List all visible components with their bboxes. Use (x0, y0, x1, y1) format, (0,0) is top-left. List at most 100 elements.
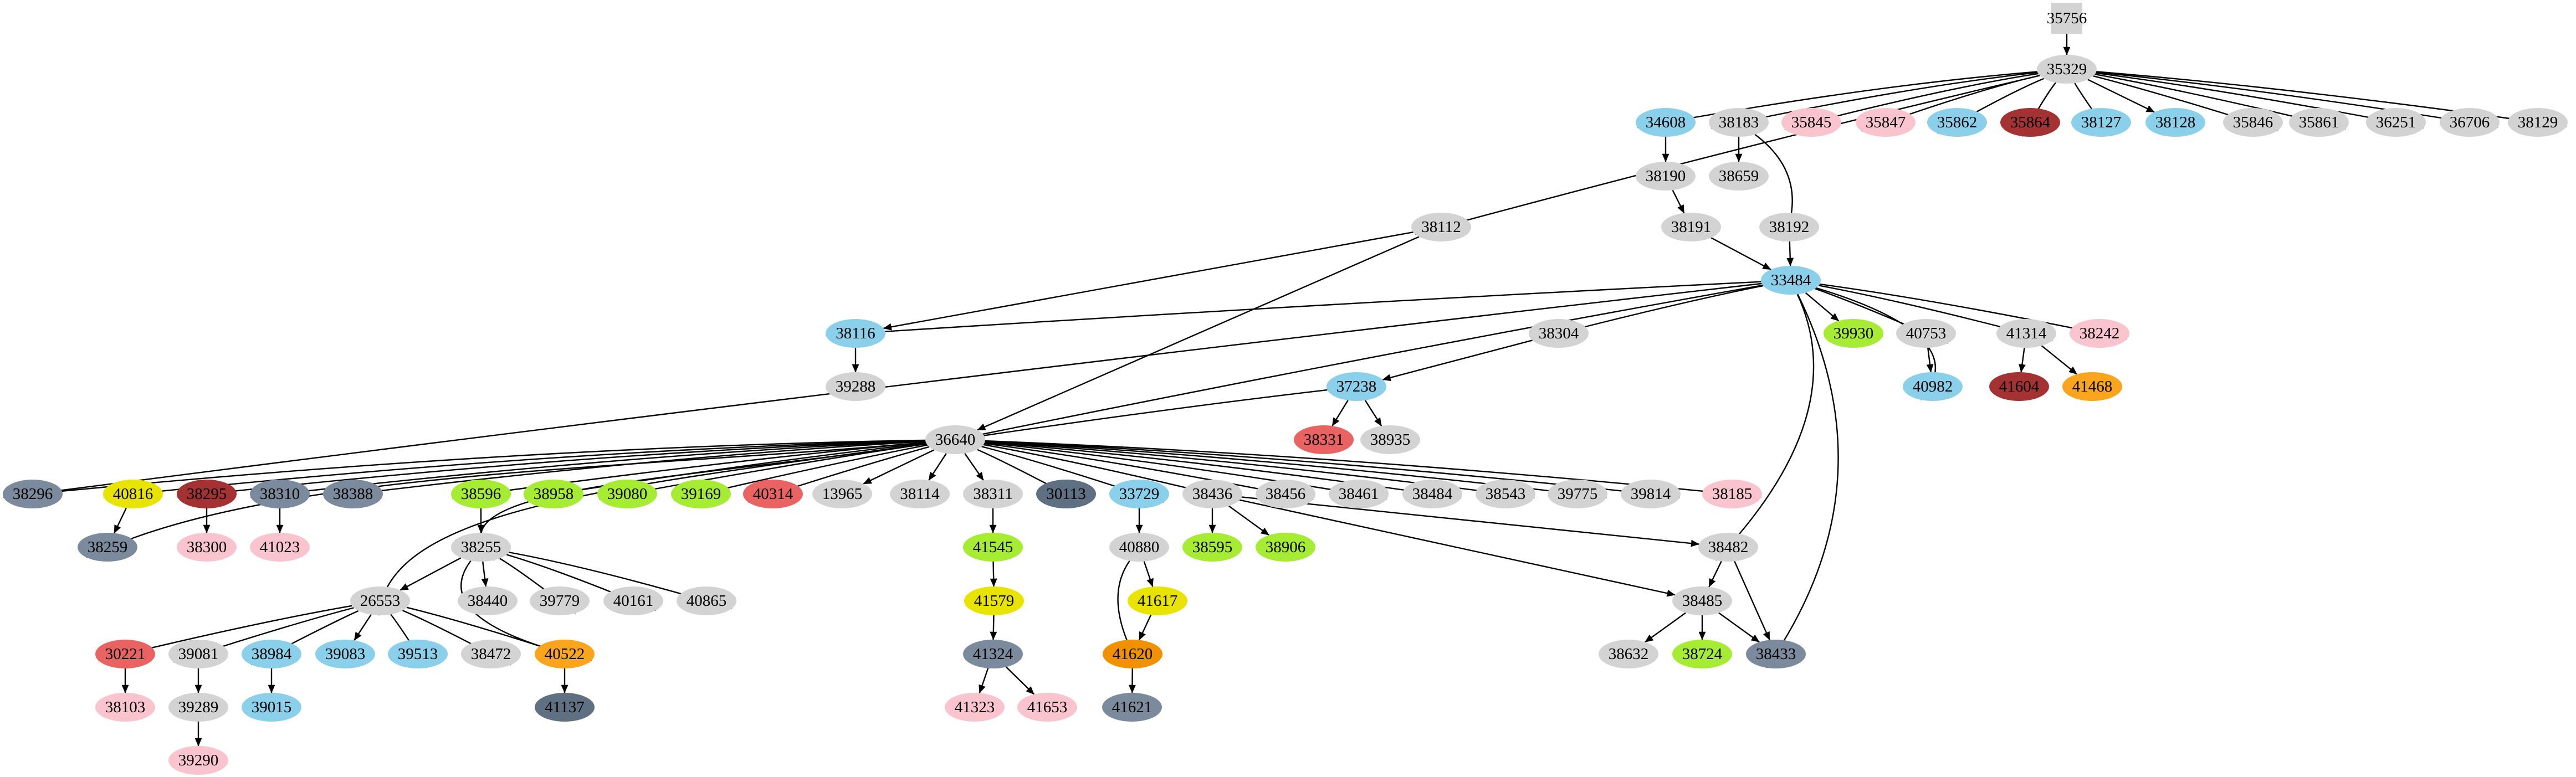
node-label-39288: 39288 (836, 378, 876, 395)
graph-node-38112: 38112 (1411, 213, 1471, 241)
edge-36640-38484 (985, 441, 1462, 501)
edge-38482-38485 (1708, 560, 1722, 588)
node-label-39289: 39289 (178, 698, 219, 716)
node-ellipse (1476, 480, 1535, 508)
graph-node-35862: 35862 (1927, 108, 1987, 137)
node-ellipse (323, 480, 383, 508)
node-label-39290: 39290 (178, 752, 219, 769)
graph-node-38484: 38484 (1402, 480, 1462, 508)
node-label-35756: 35756 (2047, 9, 2087, 27)
node-label-35329: 35329 (2047, 60, 2087, 78)
node-ellipse (168, 746, 228, 775)
graph-node-40865: 40865 (677, 586, 736, 615)
node-ellipse (1402, 480, 1462, 508)
node-label-38436: 38436 (1192, 485, 1233, 503)
graph-node-40314: 40314 (743, 480, 803, 508)
node-label-38472: 38472 (471, 645, 511, 663)
edge-35329-36706 (2096, 71, 2498, 130)
graph-nodes: 35756 35329 34608 38183 35845 35847 35862 35864… (3, 3, 2568, 775)
node-ellipse (1709, 108, 1769, 137)
node-ellipse (1746, 640, 1806, 668)
node-ellipse (1599, 640, 1658, 668)
node-label-39930: 39930 (1834, 325, 1874, 342)
node-ellipse (242, 693, 301, 722)
node-ellipse (1036, 480, 1096, 508)
node-ellipse (1182, 480, 1242, 508)
node-label-34608: 34608 (1646, 114, 1686, 131)
graph-node-38595: 38595 (1182, 533, 1242, 562)
node-ellipse (963, 533, 1023, 562)
node-label-41621: 41621 (1112, 698, 1153, 716)
graph-node-39779: 39779 (530, 586, 590, 615)
node-label-41604: 41604 (1999, 378, 2040, 395)
graph-node-38183: 38183 (1709, 108, 1769, 137)
graph-node-35861: 35861 (2289, 108, 2349, 137)
edge-38485-38433 (1718, 612, 1760, 643)
node-label-38127: 38127 (2081, 114, 2122, 131)
node-ellipse (1529, 319, 1589, 348)
node-ellipse (925, 425, 985, 454)
graph-node-38632: 38632 (1599, 640, 1658, 668)
node-label-35847: 35847 (1866, 114, 1906, 131)
graph-node-41620: 41620 (1103, 640, 1162, 668)
node-ellipse (964, 586, 1024, 615)
edge-37238-38331 (1331, 400, 1349, 426)
node-ellipse (1327, 372, 1386, 401)
node-label-38185: 38185 (1712, 485, 1753, 503)
node-ellipse (826, 319, 885, 348)
node-label-38984: 38984 (252, 645, 292, 663)
graph-node-38116: 38116 (826, 319, 885, 348)
graph-node-38958: 38958 (524, 480, 583, 508)
edge-38190-38191 (1672, 189, 1685, 214)
node-label-38259: 38259 (88, 538, 128, 556)
node-ellipse (250, 533, 310, 562)
node-label-35845: 35845 (1791, 114, 1832, 131)
edge-33484-36640 (927, 284, 1763, 447)
graph-node-38128: 38128 (2145, 108, 2205, 137)
node-label-30221: 30221 (105, 645, 146, 663)
node-label-38191: 38191 (1671, 218, 1712, 236)
node-ellipse (1661, 213, 1721, 241)
graph-node-38906: 38906 (1256, 533, 1315, 562)
graph-node-39083: 39083 (315, 640, 375, 668)
edge-38482-38433 (1734, 560, 1770, 641)
node-label-41579: 41579 (974, 592, 1015, 610)
node-label-38311: 38311 (973, 485, 1012, 503)
node-ellipse (95, 640, 155, 668)
node-label-36706: 36706 (2450, 114, 2490, 131)
graph-node-40522: 40522 (535, 640, 595, 668)
node-ellipse (2366, 108, 2426, 137)
graph-node-40161: 40161 (603, 586, 663, 615)
graph-node-34608: 34608 (1636, 108, 1696, 137)
graph-node-38304: 38304 (1529, 319, 1589, 348)
node-label-38433: 38433 (1756, 645, 1796, 663)
node-ellipse (890, 480, 950, 508)
graph-node-39169: 39169 (671, 480, 731, 508)
graph-node-39080: 39080 (597, 480, 657, 508)
node-label-38485: 38485 (1682, 592, 1723, 610)
node-ellipse (177, 533, 237, 562)
graph-node-40880: 40880 (1109, 533, 1169, 562)
node-label-38116: 38116 (836, 325, 875, 342)
graph-node-38935: 38935 (1360, 425, 1420, 454)
node-ellipse (2062, 372, 2122, 401)
node-label-33484: 33484 (1771, 271, 1811, 289)
edge-38436-38485 (1239, 499, 1676, 597)
node-ellipse (1824, 319, 1883, 348)
node-label-36251: 36251 (2376, 114, 2416, 131)
node-label-26553: 26553 (360, 592, 401, 610)
graph-node-39289: 39289 (168, 693, 228, 722)
graph-node-39081: 39081 (168, 640, 228, 668)
graph-node-38388: 38388 (323, 480, 383, 508)
node-label-39775: 39775 (1558, 485, 1598, 503)
graph-node-38295: 38295 (177, 480, 237, 508)
edge-36640-26553 (376, 442, 927, 616)
node-label-38724: 38724 (1682, 645, 1723, 663)
node-label-38112: 38112 (1421, 218, 1461, 236)
node-label-35861: 35861 (2299, 114, 2339, 131)
graph-node-38129: 38129 (2508, 108, 2568, 137)
node-label-38482: 38482 (1708, 538, 1749, 556)
node-label-35862: 35862 (1937, 114, 1978, 131)
graph-node-39288: 39288 (826, 372, 885, 401)
graph-node-38114: 38114 (890, 480, 950, 508)
